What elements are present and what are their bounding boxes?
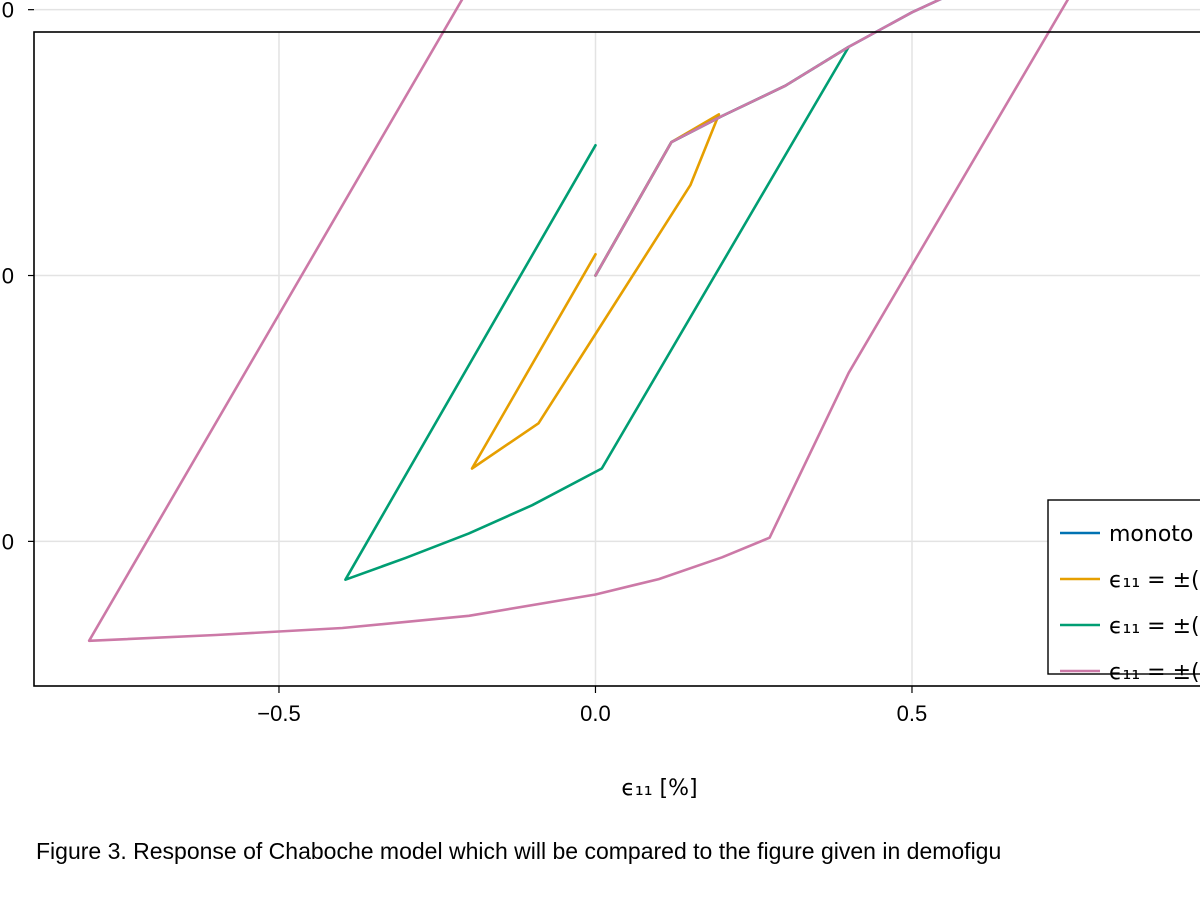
legend: monoto ϵ₁₁ = ±( ϵ₁₁ = ±( ϵ₁₁ = ±( bbox=[1047, 499, 1200, 685]
plot-frame bbox=[33, 31, 1200, 687]
legend-entry-label: ϵ₁₁ = ±( bbox=[1109, 614, 1200, 639]
x-tick-label: 0.5 bbox=[897, 701, 928, 726]
series-line-1 bbox=[594, 0, 942, 277]
series-line-4 bbox=[87, 0, 1070, 643]
legend-box bbox=[1047, 499, 1200, 675]
legend-entry-label: ϵ₁₁ = ±( bbox=[1109, 568, 1200, 593]
legend-entry-label: ϵ₁₁ = ±( bbox=[1109, 660, 1200, 685]
y-tick-label: 0 bbox=[2, 264, 14, 289]
y-tick-label: 0 bbox=[2, 529, 14, 554]
y-tick-label: 0 bbox=[2, 0, 14, 23]
x-axis-label: ϵ₁₁ [%] bbox=[621, 776, 697, 801]
plot-series bbox=[87, 0, 1070, 643]
series-line-3 bbox=[344, 45, 850, 581]
axis-ticks: −0.5 0.0 0.5 0 0 0 bbox=[2, 0, 928, 726]
figure-caption: Figure 3. Response of Chaboche model whi… bbox=[36, 838, 1002, 864]
legend-entry-label: monoto bbox=[1109, 522, 1193, 547]
grid bbox=[34, 8, 1200, 686]
x-tick-label: 0.0 bbox=[580, 701, 611, 726]
x-tick-label: −0.5 bbox=[257, 701, 300, 726]
